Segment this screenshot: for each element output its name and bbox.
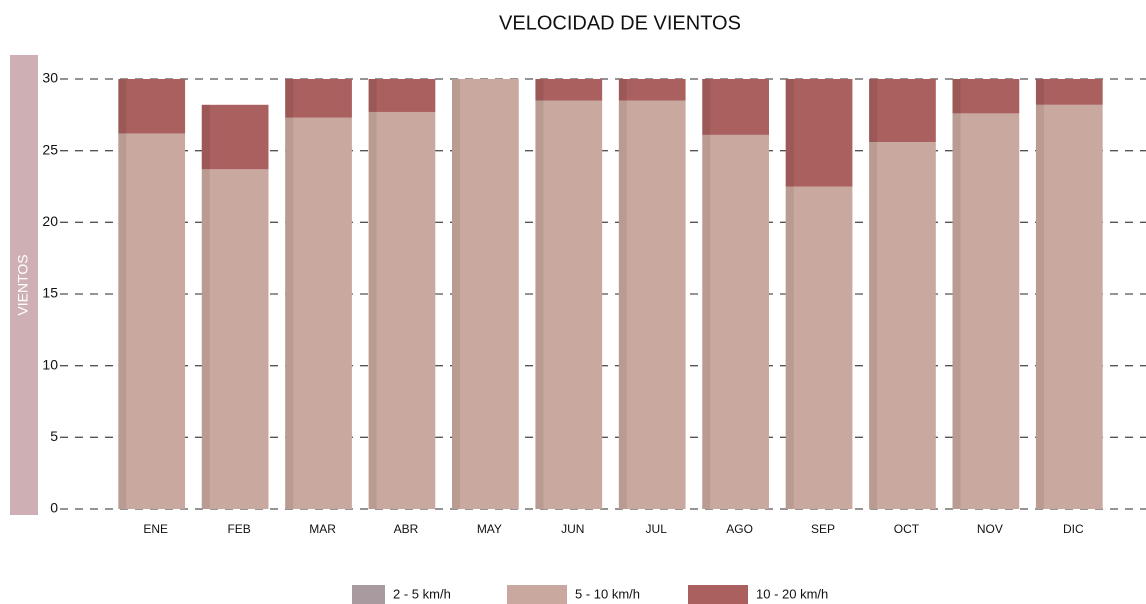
bar-side xyxy=(535,79,544,101)
bar-side xyxy=(285,117,294,509)
bar-segment xyxy=(118,79,186,134)
bar-side xyxy=(201,104,210,170)
bar-segment xyxy=(869,79,936,143)
bar-side xyxy=(368,111,377,509)
legend-swatch xyxy=(507,585,567,604)
bar-side xyxy=(618,79,627,101)
legend-label: 10 - 20 km/h xyxy=(756,586,828,601)
x-tick-label: ENE xyxy=(143,522,168,536)
bar-side xyxy=(1035,104,1044,510)
legend-label: 5 - 10 km/h xyxy=(575,586,640,601)
bar-segment xyxy=(201,169,269,510)
bar-side xyxy=(702,134,711,509)
legend-swatch xyxy=(688,585,748,604)
x-tick-label: AGO xyxy=(726,522,753,536)
legend-label: 2 - 5 km/h xyxy=(393,586,451,601)
bar-side xyxy=(785,79,794,187)
bar-segment xyxy=(535,100,603,509)
bar-segment xyxy=(368,111,436,509)
bar-side xyxy=(201,169,210,510)
bar-segment xyxy=(201,104,269,170)
y-tick-label: 30 xyxy=(42,70,58,86)
bar-side xyxy=(118,133,127,509)
bar-segment xyxy=(535,79,603,101)
x-tick-label: NOV xyxy=(977,522,1003,536)
x-tick-label: JUL xyxy=(646,522,668,536)
bar-side xyxy=(285,79,294,118)
bar-side xyxy=(869,79,878,143)
legend-swatch xyxy=(352,585,385,604)
x-tick-label: MAY xyxy=(477,522,502,536)
bar-side xyxy=(869,142,878,510)
bar-side xyxy=(952,113,961,510)
y-axis-label: VIENTOS xyxy=(15,254,31,315)
y-label-box xyxy=(10,55,38,515)
bar-side xyxy=(368,79,377,112)
x-tick-label: MAR xyxy=(309,522,336,536)
bar-segment xyxy=(285,117,352,509)
bar-side xyxy=(952,79,961,114)
bar-segment xyxy=(869,142,936,510)
bar-segment xyxy=(368,79,436,112)
bar-segment xyxy=(952,113,1020,510)
y-tick-label: 25 xyxy=(42,141,58,157)
bar-segment xyxy=(618,79,686,101)
x-tick-label: SEP xyxy=(811,522,835,536)
bar-side xyxy=(452,79,461,509)
bar-segment xyxy=(702,79,769,135)
bar-segment xyxy=(452,79,519,509)
bar-side xyxy=(785,186,794,509)
bar-segment xyxy=(702,134,769,509)
y-tick-label: 20 xyxy=(42,213,58,229)
y-tick-label: 10 xyxy=(42,356,58,372)
x-tick-label: OCT xyxy=(894,522,920,536)
x-tick-label: ABR xyxy=(394,522,419,536)
x-tick-label: JUN xyxy=(561,522,584,536)
x-tick-label: FEB xyxy=(227,522,250,536)
bar-segment xyxy=(618,100,686,509)
chart-title: VELOCIDAD DE VIENTOS xyxy=(499,12,741,34)
bar-segment xyxy=(785,79,853,187)
x-tick-label: DIC xyxy=(1063,522,1084,536)
y-tick-label: 15 xyxy=(42,285,58,301)
bar-side xyxy=(702,79,711,135)
bar-side xyxy=(618,100,627,509)
bar-segment xyxy=(785,186,853,509)
y-tick-label: 0 xyxy=(50,500,58,516)
y-tick-label: 5 xyxy=(50,428,58,444)
bar-side xyxy=(535,100,544,509)
bar-side xyxy=(1035,79,1044,105)
bar-side xyxy=(118,79,127,134)
bar-segment xyxy=(952,79,1020,114)
bar-segment xyxy=(1035,79,1103,105)
bar-segment xyxy=(1035,104,1103,510)
bar-segment xyxy=(118,133,186,509)
bar-segment xyxy=(285,79,352,118)
